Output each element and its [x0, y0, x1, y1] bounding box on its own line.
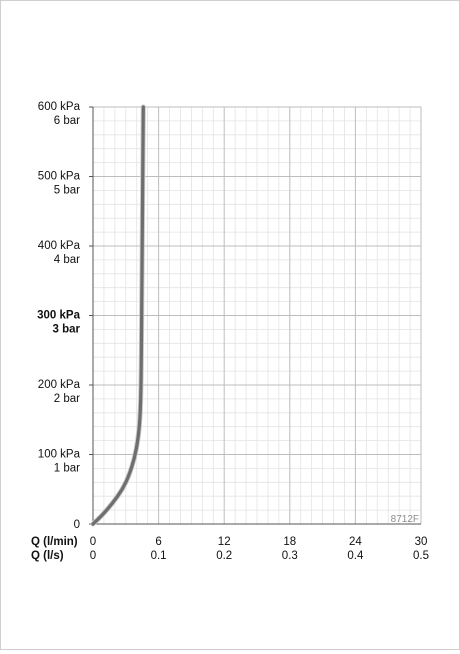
y-tick-label-bar: 5 bar — [54, 185, 80, 197]
y-tick-label-bar: 2 bar — [54, 393, 80, 405]
x-tick-label: 0.4 — [347, 550, 364, 562]
y-axis-labels: 0 100 kPa 1 bar 200 kPa 2 bar 300 kPa 3 bar 400… — [37, 101, 80, 531]
x-tick-label: 0 — [90, 550, 96, 562]
y-tick-label-kpa: 600 kPa — [38, 101, 81, 113]
y-tick-label-bar: 3 bar — [53, 324, 81, 336]
y-tick-label-kpa: 0 — [74, 519, 80, 531]
major-grid — [89, 106, 422, 525]
x-tick-label: 24 — [349, 536, 362, 548]
chart-annotation: 8712F — [391, 514, 419, 525]
x-tick-label: 0.1 — [151, 550, 167, 562]
series-line — [91, 105, 145, 526]
y-tick-label-kpa: 300 kPa — [37, 310, 80, 322]
y-tick-label-bar: 6 bar — [54, 115, 80, 127]
x-axis-label: Q (l/min) — [31, 536, 78, 548]
y-tick-label-kpa: 400 kPa — [38, 240, 81, 252]
x-axis-labels: Q (l/min) 0 6 12 18 24 30 Q (l/s) 0 0.1 0.2 0.3 0.4 0… — [31, 536, 429, 562]
x-tick-label: 0.5 — [413, 550, 429, 562]
series-layer — [90, 104, 146, 527]
x-tick-label: 30 — [415, 536, 428, 548]
x-axis-label: Q (l/s) — [31, 550, 64, 562]
x-tick-label: 6 — [155, 536, 161, 548]
y-tick-label-bar: 1 bar — [54, 463, 80, 475]
x-tick-label: 0.3 — [282, 550, 298, 562]
x-tick-label: 0.2 — [216, 550, 232, 562]
y-tick-label-kpa: 500 kPa — [38, 171, 81, 183]
y-tick-label-kpa: 100 kPa — [38, 449, 81, 461]
x-tick-label: 18 — [283, 536, 296, 548]
x-tick-label: 12 — [218, 536, 231, 548]
y-tick-label-kpa: 200 kPa — [38, 379, 81, 391]
y-tick-label-bar: 4 bar — [54, 254, 80, 266]
x-tick-label: 0 — [90, 536, 96, 548]
